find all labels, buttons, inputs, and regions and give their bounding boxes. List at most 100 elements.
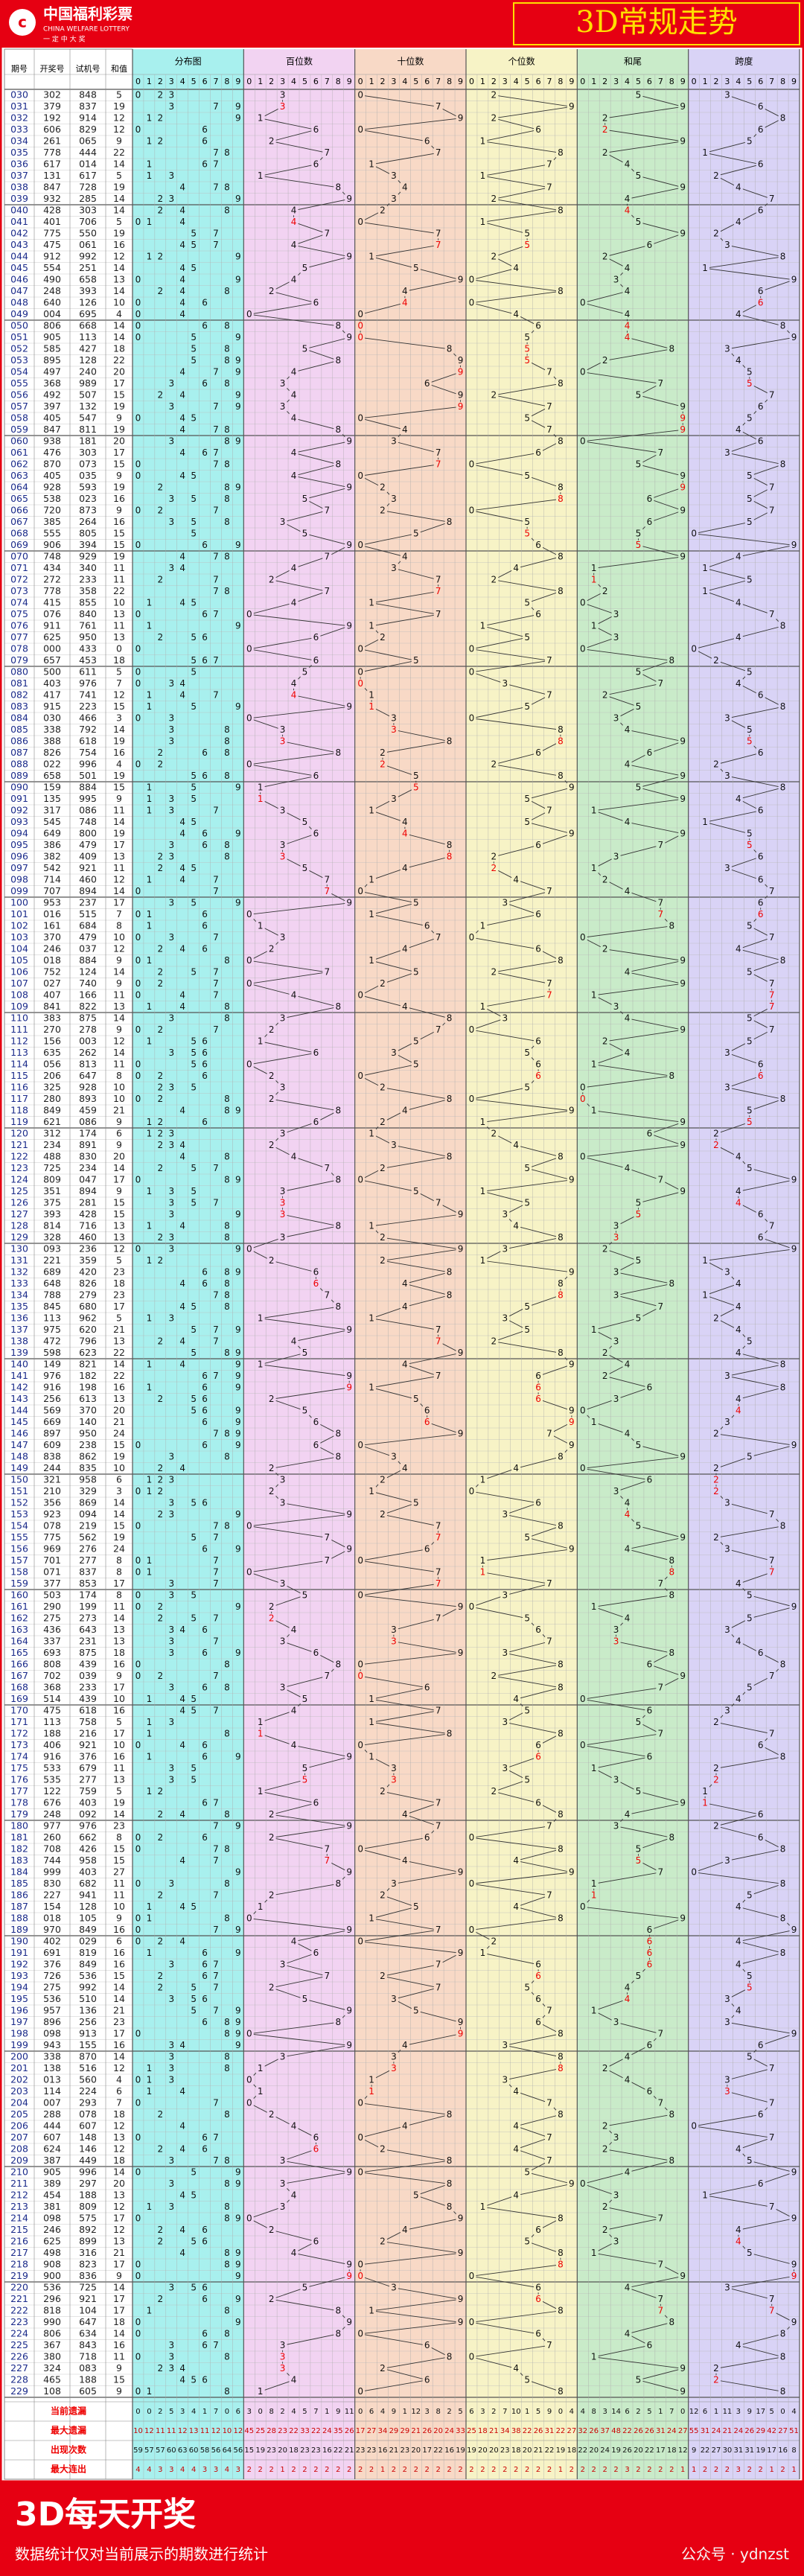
stats-value: 22 (523, 2427, 532, 2435)
stats-value: 22 (289, 2427, 299, 2435)
digit-cell (345, 2260, 354, 2270)
trend-digit: 0 (357, 1071, 363, 1081)
distribution-digit: 5 (191, 412, 197, 423)
digit-cell (744, 517, 754, 527)
digit-cell (778, 2329, 788, 2339)
trend-digit: 8 (780, 1659, 786, 1669)
period: 142 (10, 1381, 28, 1392)
trend-digit: 4 (736, 217, 741, 227)
digit-cell (712, 2375, 721, 2385)
digit-cell (433, 1798, 443, 1808)
test-number: 976 (79, 1820, 97, 1831)
distribution-digit: 5 (191, 1901, 197, 1912)
stats-value: 24 (322, 2427, 332, 2435)
trend-digit: 0 (580, 1405, 586, 1415)
test-number: 507 (79, 389, 97, 400)
digit-cell (278, 1083, 287, 1093)
draw-number: 714 (43, 873, 61, 884)
period: 139 (10, 1347, 28, 1358)
trend-digit: 5 (636, 528, 642, 538)
stats-value: 16 (778, 2446, 788, 2455)
trend-digit: 5 (636, 389, 642, 400)
trend-digit: 3 (391, 494, 397, 504)
distribution-digit: 7 (213, 2340, 219, 2350)
digit-header: 3 (724, 77, 730, 86)
digit-cell (433, 147, 443, 158)
sum: 19 (113, 770, 125, 781)
test-number: 037 (79, 943, 97, 954)
distribution-digit: 9 (235, 2178, 241, 2189)
stats-value: 2 (325, 2466, 329, 2474)
trend-digit: 6 (313, 1440, 319, 1450)
trend-digit: 3 (724, 863, 730, 873)
stats-value: 26 (589, 2427, 599, 2435)
digit-cell (255, 1717, 265, 1727)
trend-digit: 3 (724, 343, 730, 354)
trend-digit: 4 (291, 366, 297, 377)
distribution-digit: 5 (191, 2236, 197, 2246)
digit-cell (589, 2006, 599, 2016)
trend-digit: 6 (647, 517, 653, 527)
sum: 15 (113, 1439, 125, 1450)
distribution-digit: 3 (168, 101, 174, 112)
distribution-digit: 8 (224, 1428, 230, 1438)
stats-value: 10 (223, 2427, 232, 2435)
digit-cell (545, 182, 554, 193)
period: 088 (10, 758, 28, 769)
trend-digit: 8 (669, 920, 674, 931)
trend-digit: 7 (436, 147, 441, 158)
trend-digit: 4 (625, 332, 631, 342)
digit-cell (733, 1406, 743, 1416)
draw-number: 969 (43, 1543, 61, 1554)
digit-cell (489, 863, 499, 873)
digit-cell (656, 1867, 666, 1878)
trend-digit: 3 (613, 632, 619, 643)
test-number: 837 (79, 1566, 97, 1577)
trend-digit: 2 (269, 136, 275, 146)
digit-header: 7 (325, 77, 330, 86)
period: 162 (10, 1612, 28, 1623)
digit-header: 5 (525, 77, 530, 86)
digit-cell (367, 875, 377, 885)
digit-cell (422, 1832, 432, 1843)
test-number: 929 (79, 550, 97, 561)
distribution-digit: 0 (135, 1925, 141, 1935)
trend-digit: 5 (302, 1763, 308, 1773)
digit-cell (456, 2029, 465, 2039)
digit-cell (523, 1613, 532, 1624)
digit-cell (244, 713, 254, 724)
trend-digit: 1 (368, 1220, 374, 1231)
distribution-digit: 0 (135, 1440, 141, 1450)
test-number: 277 (79, 1773, 97, 1785)
test-number: 962 (79, 1312, 97, 1323)
digit-cell (767, 1221, 776, 1231)
trend-digit: 1 (480, 136, 486, 146)
trend-digit: 8 (447, 1289, 453, 1300)
period: 059 (10, 424, 28, 435)
trend-digit: 3 (502, 1509, 508, 1520)
digit-cell (744, 378, 754, 389)
trend-digit: 4 (291, 1740, 297, 1750)
trend-digit: 9 (680, 1797, 686, 1808)
digit-cell (611, 632, 621, 643)
stats-value: 12 (233, 2427, 243, 2435)
stats-value: 51 (789, 2427, 799, 2435)
period: 159 (10, 1578, 28, 1589)
period: 153 (10, 1508, 28, 1520)
distribution-digit: 1 (147, 1913, 153, 1923)
trend-digit: 3 (280, 1186, 286, 1196)
distribution-digit: 6 (202, 1948, 208, 1958)
period: 221 (10, 2293, 28, 2304)
test-number: 805 (79, 527, 97, 538)
stats-value: 2 (336, 2466, 340, 2474)
digit-cell (555, 494, 565, 504)
digit-cell (667, 921, 677, 931)
digit-cell (489, 90, 499, 101)
digit-cell (667, 2109, 677, 2120)
chart-header: 百位数 (286, 56, 313, 67)
trend-digit: 5 (636, 1255, 642, 1266)
distribution-digit: 4 (179, 2120, 185, 2131)
draw-number: 778 (43, 147, 61, 158)
digit-cell (267, 1832, 276, 1843)
digit-cell (589, 2248, 599, 2258)
